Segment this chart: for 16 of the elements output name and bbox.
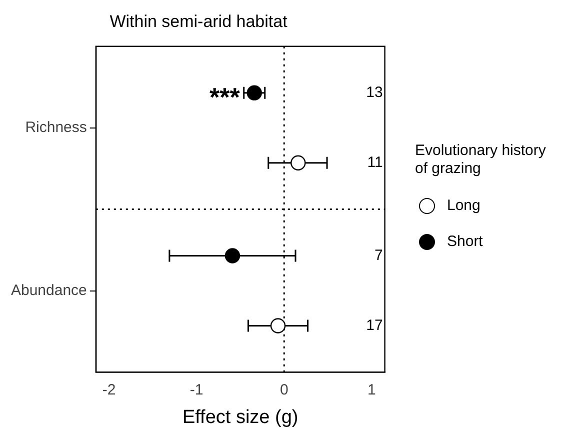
- x-tick-label: -2: [102, 381, 116, 398]
- annotation: 13: [366, 84, 383, 101]
- legend-label: Long: [447, 197, 480, 214]
- annotation: 11: [367, 154, 383, 172]
- annotation: 17: [366, 316, 383, 334]
- annotation: ***: [209, 82, 241, 112]
- y-tick-label: Richness: [25, 118, 87, 136]
- x-tick-label: 1: [367, 381, 376, 398]
- x-tick-label: -1: [190, 381, 204, 398]
- y-tick-label: Abundance: [10, 282, 87, 299]
- legend-label: Short: [447, 233, 483, 250]
- chart-title: Within semi-arid habitat: [110, 12, 288, 31]
- x-tick-label: 0: [280, 381, 288, 398]
- x-axis-title: Effect size (g): [182, 406, 298, 428]
- annotation: 7: [374, 246, 383, 264]
- legend-title: Evolutionary history of grazing: [415, 142, 547, 178]
